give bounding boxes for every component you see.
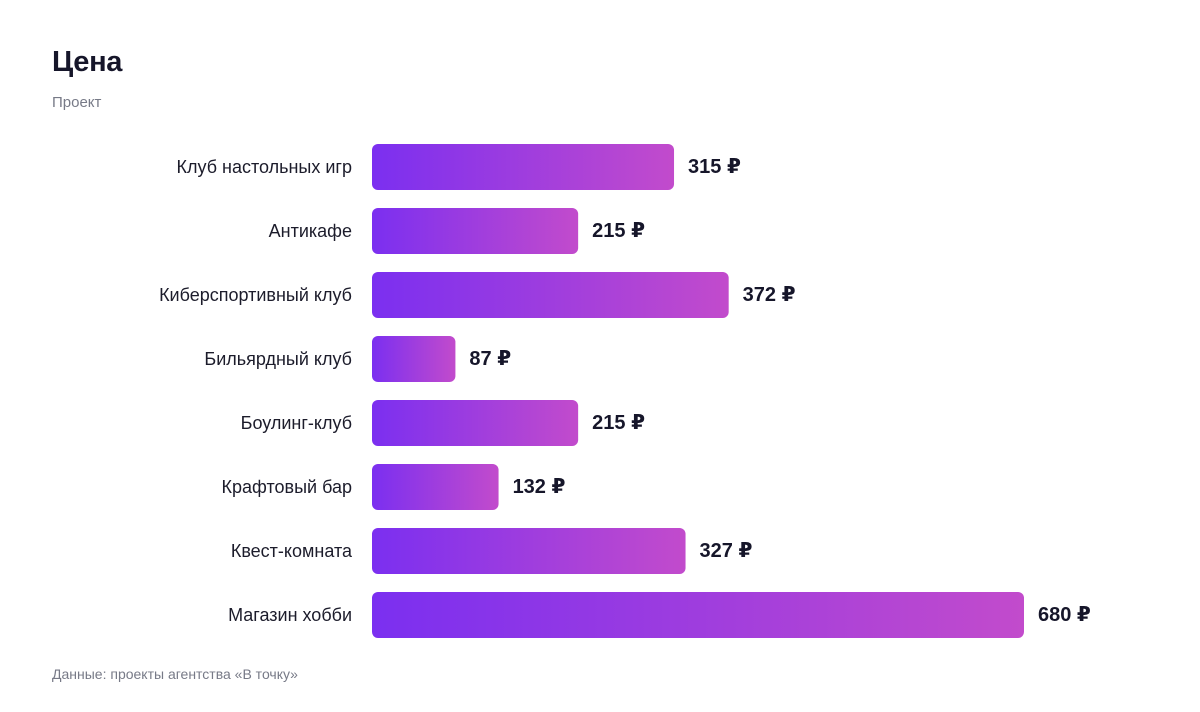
category-label: Киберспортивный клуб — [159, 285, 352, 305]
category-label: Квест-комната — [231, 541, 353, 561]
value-label: 327 ₽ — [700, 540, 753, 562]
bar — [372, 528, 686, 574]
bar-row: Магазин хобби 680 ₽ — [228, 592, 1091, 638]
bar-row: Крафтовый бар 132 ₽ — [222, 464, 566, 510]
bar — [372, 272, 729, 318]
bar-row: Клуб настольных игр 315 ₽ — [177, 144, 741, 190]
bar-row: Боулинг-клуб 215 ₽ — [241, 400, 645, 446]
bar-row: Антикафе 215 ₽ — [269, 208, 645, 254]
category-label: Бильярдный клуб — [204, 349, 352, 369]
bar — [372, 592, 1024, 638]
value-label: 215 ₽ — [592, 220, 645, 242]
bar — [372, 144, 675, 190]
category-label: Магазин хобби — [228, 605, 352, 625]
value-label: 372 ₽ — [743, 284, 796, 306]
value-label: 680 ₽ — [1038, 604, 1091, 626]
value-label: 315 ₽ — [688, 156, 741, 178]
bars-layer: Клуб настольных игр 315 ₽ Антикафе 215 ₽ Киб… — [159, 144, 1091, 638]
bar-row: Бильярдный клуб 87 ₽ — [204, 336, 511, 382]
bar — [372, 336, 456, 382]
bar — [372, 464, 499, 510]
category-label: Крафтовый бар — [222, 477, 352, 497]
data-source-note: Данные: проекты агентства «В точку» — [52, 666, 298, 682]
chart-subtitle: Проект — [52, 94, 102, 111]
bar-row: Квест-комната 327 ₽ — [231, 528, 753, 574]
category-label: Боулинг-клуб — [241, 413, 352, 433]
chart-title: Цена — [52, 46, 123, 78]
category-label: Клуб настольных игр — [177, 157, 353, 177]
bar — [372, 208, 579, 254]
value-label: 215 ₽ — [592, 412, 645, 434]
value-label: 87 ₽ — [469, 348, 511, 370]
bar — [372, 400, 579, 446]
value-label: 132 ₽ — [513, 476, 566, 498]
category-label: Антикафе — [269, 221, 352, 241]
bar-row: Киберспортивный клуб 372 ₽ — [159, 272, 796, 318]
